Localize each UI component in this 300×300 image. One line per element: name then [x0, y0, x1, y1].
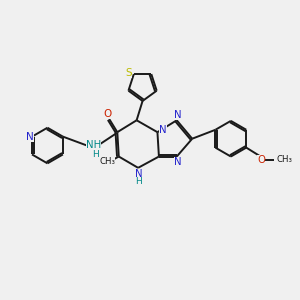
Text: CH₃: CH₃ [277, 155, 292, 164]
Text: NH: NH [86, 140, 101, 150]
Text: O: O [257, 154, 266, 164]
Text: N: N [26, 132, 34, 142]
Text: H: H [135, 177, 142, 186]
Text: S: S [126, 68, 132, 78]
Text: N: N [135, 169, 142, 179]
Text: H: H [92, 150, 98, 159]
Text: O: O [104, 109, 112, 119]
Text: N: N [173, 157, 181, 167]
Text: N: N [173, 110, 181, 120]
Text: N: N [159, 125, 166, 135]
Text: CH₃: CH₃ [100, 158, 116, 166]
